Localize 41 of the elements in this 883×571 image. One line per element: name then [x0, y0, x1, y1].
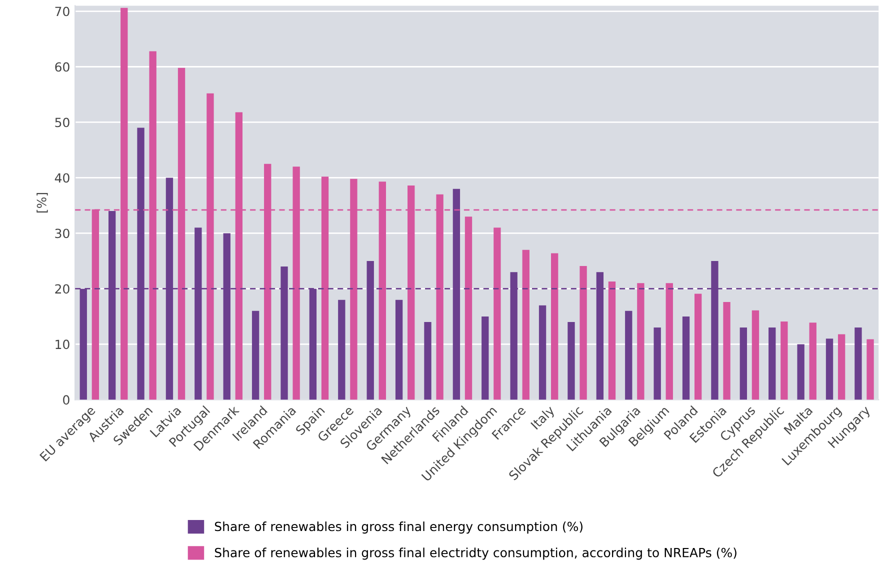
bar: [252, 310, 260, 400]
bar: [395, 300, 403, 400]
legend-label: Share of renewables in gross final energy consumption (%): [214, 522, 582, 534]
y-tick-label: 40: [54, 173, 70, 183]
bar: [866, 339, 874, 400]
bar: [522, 250, 530, 400]
bar: [768, 328, 776, 400]
bar: [568, 322, 575, 400]
bar: [797, 344, 804, 400]
bar: [838, 334, 846, 400]
bar: [780, 321, 788, 400]
bar: [464, 216, 472, 400]
bar: [694, 294, 702, 400]
bar: [752, 310, 760, 400]
bar: [740, 328, 748, 400]
bar: [608, 282, 616, 400]
bar: [494, 228, 501, 400]
bar: [723, 302, 730, 400]
bar: [637, 283, 644, 400]
bar: [625, 310, 632, 400]
legend-label: Share of renewables in gross final electridty consumption, according to NREAPs (%): [214, 548, 736, 560]
bar: [551, 253, 558, 400]
y-tick-label: 0: [63, 395, 70, 405]
y-tick-label: 20: [55, 284, 70, 294]
bar: [666, 283, 673, 400]
y-tick-label: 10: [56, 340, 70, 350]
bar: [654, 328, 661, 400]
bar: [538, 305, 546, 400]
y-tick-label: 50: [55, 118, 70, 128]
bar: [854, 328, 862, 400]
bar: [682, 316, 690, 400]
bar: [424, 322, 432, 400]
bar: [482, 316, 489, 400]
bar: [580, 266, 587, 400]
y-tick-label: 30: [55, 228, 70, 238]
bar: [338, 300, 346, 400]
y-tick-label: 60: [55, 62, 70, 72]
y-tick-label: 70: [55, 6, 70, 16]
y-axis-title: [%]: [36, 192, 48, 212]
bar: [809, 322, 816, 400]
bar: [826, 338, 834, 400]
